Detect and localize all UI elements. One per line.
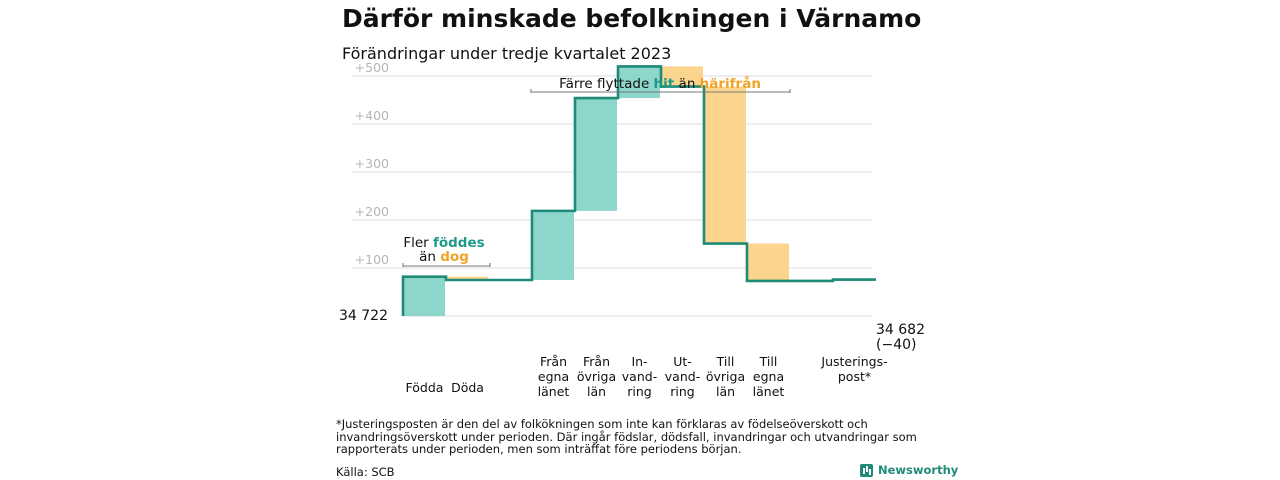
x-tick-label: egna — [753, 369, 784, 384]
x-tick-label: Döda — [451, 380, 484, 395]
y-tick-label: +100 — [355, 252, 389, 267]
x-tick-label: Från — [540, 354, 567, 369]
waterfall-bar — [748, 243, 789, 281]
x-tick-label: vand- — [622, 369, 657, 384]
waterfall-bar — [576, 98, 617, 211]
brand-name: Newsworthy — [878, 463, 959, 477]
end-value-label: 34 682 — [876, 322, 925, 338]
waterfall-bar — [705, 86, 746, 244]
x-tick-label: Till — [759, 354, 778, 369]
brand-logo: Newsworthy — [860, 463, 958, 477]
x-tick-label: län — [587, 384, 606, 399]
annotation-bracket — [530, 89, 791, 93]
annotation-births: Fler föddes — [403, 235, 484, 251]
x-tick-label: vand- — [665, 369, 700, 384]
x-tick-label: Till — [716, 354, 735, 369]
chart-subtitle: Förändringar under tredje kvartalet 2023 — [342, 44, 672, 63]
y-tick-label: +500 — [355, 60, 389, 75]
annotation-bracket — [402, 263, 491, 267]
cumulative-step-line — [401, 65, 876, 316]
x-tick-label: Födda — [406, 380, 444, 395]
x-tick-label: länet — [753, 384, 785, 399]
x-tick-label: post* — [838, 369, 871, 384]
start-value-label: 34 722 — [339, 308, 388, 324]
x-tick-label: ring — [670, 384, 694, 399]
waterfall-bar — [619, 66, 660, 99]
waterfall-bar — [447, 276, 488, 280]
waterfall-bar — [533, 210, 574, 280]
y-tick-label: +300 — [355, 156, 389, 171]
x-tick-label: Från — [583, 354, 610, 369]
annotation-deaths: än dog — [419, 249, 469, 265]
chart-title: Därför minskade befolkningen i Värnamo — [342, 4, 922, 33]
x-tick-label: län — [716, 384, 735, 399]
waterfall-bar — [404, 276, 445, 316]
x-tick-label: In- — [631, 354, 647, 369]
newsworthy-logo-icon — [860, 463, 873, 477]
waterfall-bar — [662, 66, 703, 87]
x-tick-label: Justerings- — [820, 354, 887, 369]
x-tick-label: övriga — [706, 369, 745, 384]
x-tick-label: övriga — [577, 369, 616, 384]
source-note: Källa: SCB — [336, 465, 395, 479]
y-tick-label: +200 — [355, 204, 389, 219]
x-tick-label: länet — [538, 384, 570, 399]
x-tick-label: Ut- — [673, 354, 692, 369]
y-tick-label: +400 — [355, 108, 389, 123]
end-value-label: (−40) — [876, 337, 916, 353]
x-tick-label: ring — [627, 384, 651, 399]
annotation-migration: Färre flyttade hit än härifrån — [559, 75, 761, 92]
x-tick-label: egna — [538, 369, 569, 384]
footnote: *Justeringsposten är den del av folkökni… — [336, 417, 917, 456]
